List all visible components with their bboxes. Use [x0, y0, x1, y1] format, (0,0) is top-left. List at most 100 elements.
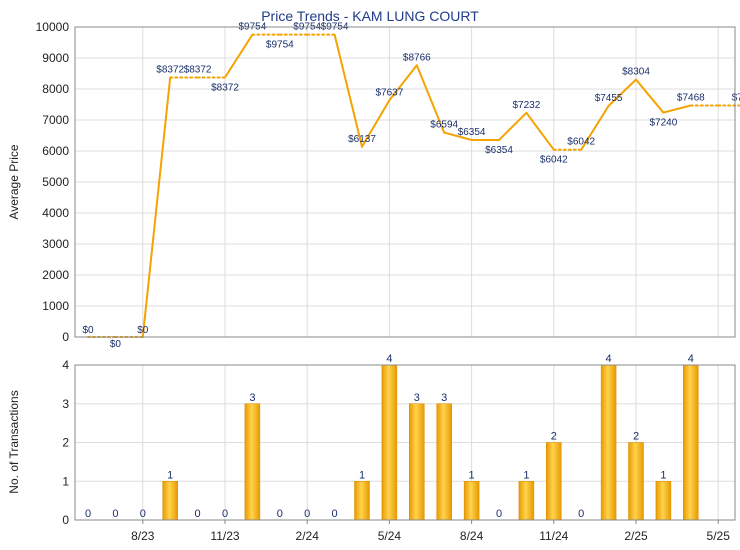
price-data-label: $6137 — [348, 134, 376, 145]
price-data-label: $6354 — [485, 145, 513, 156]
transaction-count-label: 0 — [112, 508, 118, 520]
transaction-count-label: 0 — [222, 508, 228, 520]
transaction-count-label: 0 — [85, 508, 91, 520]
transaction-count-label: 1 — [523, 469, 529, 481]
transaction-count-label: 4 — [606, 353, 612, 365]
transactions-y-tick-label: 3 — [62, 397, 69, 411]
price-data-label: $6354 — [458, 127, 486, 138]
transaction-count-label: 1 — [469, 469, 475, 481]
price-data-label: $8304 — [622, 67, 650, 78]
transaction-bar — [518, 481, 535, 521]
price-data-label: $6042 — [567, 137, 595, 148]
transaction-bar — [162, 481, 178, 521]
x-tick-label: 5/25 — [707, 529, 731, 543]
transaction-count-label: 0 — [332, 508, 338, 520]
price-y-tick-label: 8000 — [42, 82, 69, 96]
price-axis-label: Average Price — [7, 144, 21, 219]
transaction-bar — [381, 364, 398, 521]
price-line-segment — [662, 104, 692, 114]
transaction-count-label: 3 — [249, 392, 255, 404]
price-y-ticks: 0 1000 2000 3000 4000 5000 6000 7000 8000 9000 100… — [36, 20, 70, 344]
transactions-axis-label: No. of Transactions — [7, 390, 21, 493]
transaction-bar — [683, 364, 699, 521]
price-data-label: $9754 — [266, 40, 294, 51]
price-line — [87, 33, 740, 338]
x-tick-label: 5/24 — [378, 529, 402, 543]
transaction-count-label: 1 — [660, 469, 666, 481]
x-tick-label: 11/24 — [539, 529, 568, 543]
transactions-plot-frame — [74, 364, 736, 521]
transaction-count-label: 2 — [633, 431, 639, 443]
price-line-segment — [388, 64, 418, 102]
price-line-segment — [635, 78, 665, 114]
transactions-y-tick-label: 1 — [62, 474, 69, 488]
price-data-label: $8372 — [156, 64, 184, 75]
transaction-count-label: 4 — [688, 353, 694, 365]
price-y-tick-label: 7000 — [42, 113, 69, 127]
price-y-tick-label: 4000 — [42, 206, 69, 220]
chart-title: Price Trends - KAM LUNG COURT — [261, 8, 479, 24]
transaction-bar — [655, 481, 672, 521]
x-tick-label: 2/25 — [624, 529, 648, 543]
price-y-tick-label: 6000 — [42, 144, 69, 158]
price-line-segment — [580, 104, 610, 151]
price-line-segment — [415, 64, 446, 134]
x-tick-label: 2/24 — [296, 529, 320, 543]
price-data-label: $0 — [82, 325, 94, 336]
price-y-tick-label: 3000 — [42, 237, 69, 251]
x-tick-label: 11/23 — [210, 529, 239, 543]
price-y-tick-label: 1000 — [42, 299, 69, 313]
transaction-bar — [628, 442, 644, 521]
price-y-tick-label: 0 — [62, 330, 69, 344]
price-data-label: $7232 — [512, 100, 540, 111]
price-y-tick-label: 2000 — [42, 268, 69, 282]
transactions-y-tick-label: 4 — [62, 358, 69, 372]
transaction-bar — [600, 364, 617, 521]
price-y-tick-label: 5000 — [42, 175, 69, 189]
price-data-label: $6042 — [540, 155, 568, 166]
transaction-count-label: 0 — [496, 508, 502, 520]
price-data-label: $7637 — [375, 87, 403, 98]
transaction-bar — [409, 403, 425, 521]
x-tick-label: 8/24 — [460, 529, 484, 543]
price-line-segment — [525, 111, 555, 151]
price-line-segment — [224, 33, 254, 79]
price-labels: $0$0$0$8372 $8372$8372$9754$9754$9754 $975… — [82, 22, 740, 350]
transaction-count-label: 3 — [441, 392, 447, 404]
price-plot-frame — [74, 26, 736, 338]
price-data-label: $7468 — [732, 92, 740, 103]
price-data-label: $0 — [110, 339, 122, 350]
x-tick-label: 8/23 — [131, 529, 155, 543]
transaction-bars — [162, 364, 699, 521]
transaction-count-label: 0 — [140, 508, 146, 520]
transaction-count-label: 0 — [277, 508, 283, 520]
date-x-ticks: 8/23 11/23 2/24 5/24 8/24 11/24 2/25 5/25 — [131, 520, 730, 543]
transaction-bar — [436, 403, 452, 521]
transaction-count-label: 4 — [386, 353, 392, 365]
transaction-bar — [463, 481, 480, 521]
price-data-label: $8372 — [211, 82, 239, 93]
transaction-count-label: 3 — [414, 392, 420, 404]
price-data-label: $7468 — [677, 92, 705, 103]
price-data-label: $8372 — [184, 64, 212, 75]
price-line-segment — [607, 78, 637, 107]
price-line-segment — [141, 76, 172, 338]
transaction-bar — [244, 403, 261, 521]
transaction-bar — [546, 442, 562, 521]
transaction-count-label: 0 — [578, 508, 584, 520]
transaction-count-label: 1 — [359, 469, 365, 481]
price-y-tick-label: 10000 — [36, 20, 70, 34]
price-data-label: $8766 — [403, 52, 431, 63]
transaction-count-labels: 000100300014331012042140 — [85, 353, 694, 520]
price-y-tick-label: 9000 — [42, 51, 69, 65]
transaction-bar — [354, 481, 370, 521]
price-data-label: $6594 — [430, 120, 458, 131]
price-line-segment — [361, 99, 391, 148]
transaction-count-label: 0 — [304, 508, 310, 520]
price-data-label: $7455 — [595, 93, 623, 104]
price-line-segment — [498, 111, 528, 142]
transaction-count-label: 2 — [551, 431, 557, 443]
transactions-y-ticks: 0 1 2 3 4 — [62, 358, 69, 527]
transaction-count-label: 1 — [167, 469, 173, 481]
transaction-count-label: 0 — [195, 508, 201, 520]
